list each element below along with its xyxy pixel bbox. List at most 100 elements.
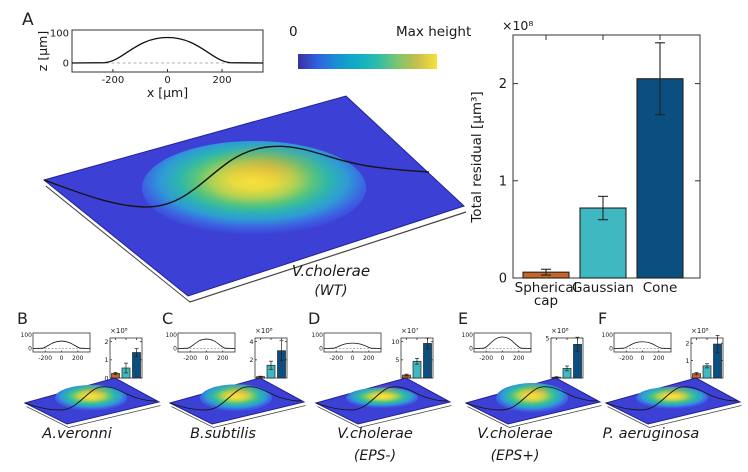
dome-warm-highlight bbox=[77, 383, 113, 397]
y-tick-label: 0 bbox=[173, 346, 177, 353]
profile-axes-box bbox=[613, 332, 672, 353]
colorbar-min-label: 0 bbox=[289, 24, 298, 40]
residual-bar-chart: 2 4×10⁸ bbox=[249, 327, 288, 379]
panel-f-residual-bar-chart: 1 2 ×10⁸ bbox=[682, 324, 740, 384]
y-tick-label: 5 bbox=[545, 334, 549, 342]
colorbar-gradient bbox=[298, 54, 437, 69]
y-tick-label: 1 bbox=[104, 356, 108, 364]
category-label: Gaussian bbox=[572, 280, 634, 296]
height-profile-curve bbox=[323, 342, 382, 349]
y-tick-label: 0 bbox=[499, 272, 507, 287]
panel-c-organism-label: B.subtilis bbox=[190, 426, 256, 442]
profile-axes-box bbox=[32, 332, 91, 353]
category-label: Cone bbox=[643, 280, 678, 296]
slab-bottom-edge bbox=[467, 405, 602, 428]
panel-d-residual-bar-chart: 5 10 ×10⁷ bbox=[392, 324, 450, 384]
x-tick-label: -200 bbox=[619, 355, 633, 362]
profile-xaxis-label: x [μm] bbox=[147, 85, 188, 100]
panel-c-height-profile: 0 100 -200 0 200 bbox=[165, 330, 243, 363]
panel-a-residual-bar-chart: 0 1 2 ×10⁸ Spherical cap Gaussian Cone Total res… bbox=[455, 15, 748, 309]
x-tick-label: 0 bbox=[60, 355, 64, 362]
x-tick-label: -200 bbox=[102, 75, 125, 86]
y-tick-label: 2 bbox=[499, 77, 507, 92]
panel-b-height-profile: 0 100 -200 0 200 bbox=[20, 330, 98, 363]
y-tick-label: 0 bbox=[104, 374, 108, 382]
height-profile: 0 100 -200 0 200 bbox=[312, 332, 382, 362]
y-tick-label: 5 bbox=[395, 356, 399, 364]
cross-section-line bbox=[605, 386, 738, 411]
axis-scale-label: ×10⁸ bbox=[110, 327, 128, 335]
y-tick-label: 10 bbox=[392, 338, 400, 346]
panel-letter-a: A bbox=[22, 10, 34, 30]
axis-scale-label: ×10⁸ bbox=[255, 327, 273, 335]
panel-letter-e: E bbox=[458, 309, 469, 328]
panel-letter-f: F bbox=[598, 309, 608, 328]
panel-letter-d: D bbox=[308, 309, 321, 328]
panel-e-organism-label: (EPS+) bbox=[490, 448, 540, 464]
residual-bar-chart: 5×10⁸ bbox=[545, 327, 584, 379]
y-tick-label: 100 bbox=[312, 332, 324, 339]
x-tick-label: 0 bbox=[205, 355, 209, 362]
dome-warm-highlight bbox=[222, 382, 258, 398]
category-label: Spherical bbox=[515, 280, 578, 296]
slab-side bbox=[170, 403, 305, 427]
x-tick-label: 0 bbox=[501, 355, 505, 362]
slab-bottom-edge bbox=[317, 405, 452, 428]
panel-letter-b: B bbox=[17, 309, 28, 328]
height-profile: 0 100 -200 0 200 bbox=[166, 332, 236, 362]
axis-scale-label: ×10⁸ bbox=[502, 18, 533, 33]
bar-yaxis-label: Total residual [μm³] bbox=[469, 91, 485, 223]
slab-bottom-edge bbox=[45, 185, 467, 303]
x-tick-label: 200 bbox=[653, 355, 665, 362]
height-profile: 0 100 -200 0 200 bbox=[21, 332, 91, 362]
axis-scale-label: ×10⁸ bbox=[551, 327, 569, 335]
slab-side bbox=[316, 403, 451, 427]
slab-bottom-edge bbox=[171, 405, 306, 428]
dome-warm-highlight bbox=[368, 384, 404, 396]
x-tick-label: -200 bbox=[38, 355, 52, 362]
y-tick-label: 1 bbox=[499, 174, 507, 189]
surface-3d bbox=[168, 377, 306, 428]
panel-e-residual-bar-chart: 5 ×10⁸ bbox=[542, 324, 600, 384]
profile-yaxis-label: z [μm] bbox=[38, 31, 50, 71]
panel-d-height-profile: 0 100 -200 0 200 bbox=[311, 330, 389, 363]
panel-d-organism-label: V.cholerae bbox=[337, 426, 413, 442]
slab-bottom-edge bbox=[607, 405, 742, 428]
panel-d-organism-label: (EPS-) bbox=[353, 448, 397, 464]
y-tick-label: 2 bbox=[685, 339, 689, 347]
x-tick-label: 0 bbox=[164, 75, 170, 86]
axis-scale-label: ×10⁷ bbox=[401, 327, 419, 335]
height-profile-curve bbox=[32, 340, 91, 349]
y-tick-label: 0 bbox=[609, 346, 613, 353]
y-tick-label: 0 bbox=[28, 346, 32, 353]
residual-bar-chart: 1 2×10⁸ bbox=[685, 327, 724, 379]
surface-3d bbox=[464, 377, 602, 428]
cross-section-line bbox=[315, 386, 448, 411]
panel-d-surface-plot bbox=[310, 356, 458, 432]
panel-a-surface-plot bbox=[28, 88, 478, 308]
x-tick-label: 0 bbox=[351, 355, 355, 362]
colorbar-max-label: Max height bbox=[396, 24, 472, 40]
x-tick-label: 200 bbox=[72, 355, 84, 362]
x-tick-label: -200 bbox=[183, 355, 197, 362]
panel-b-surface-plot bbox=[19, 356, 167, 432]
height-profile: 0 100 -200 0 200 x [μm] z [μm] bbox=[38, 29, 264, 100]
slab-side bbox=[25, 403, 160, 427]
panel-f-organism-label: P. aeruginosa bbox=[602, 426, 700, 442]
category-label: cap bbox=[534, 293, 558, 309]
x-tick-label: 200 bbox=[217, 355, 229, 362]
panel-c-residual-bar-chart: 2 4 ×10⁸ bbox=[246, 324, 304, 384]
panel-e-height-profile: 0 100 -200 0 200 bbox=[461, 330, 539, 363]
height-profile-curve bbox=[71, 36, 264, 64]
slab-side bbox=[466, 403, 601, 427]
panel-e-organism-label: V.cholerae bbox=[477, 426, 553, 442]
slab-side bbox=[44, 181, 466, 301]
slab-side bbox=[606, 403, 741, 427]
cross-section-line bbox=[465, 386, 598, 411]
y-tick-label: 0 bbox=[63, 59, 69, 70]
panel-b-residual-bar-chart: 0 1 2 ×10⁸ bbox=[101, 324, 159, 384]
profile-axes-box bbox=[177, 332, 236, 353]
panel-f-height-profile: 0 100 -200 0 200 bbox=[601, 330, 679, 363]
height-profile: 0 100 -200 0 200 bbox=[462, 332, 532, 362]
